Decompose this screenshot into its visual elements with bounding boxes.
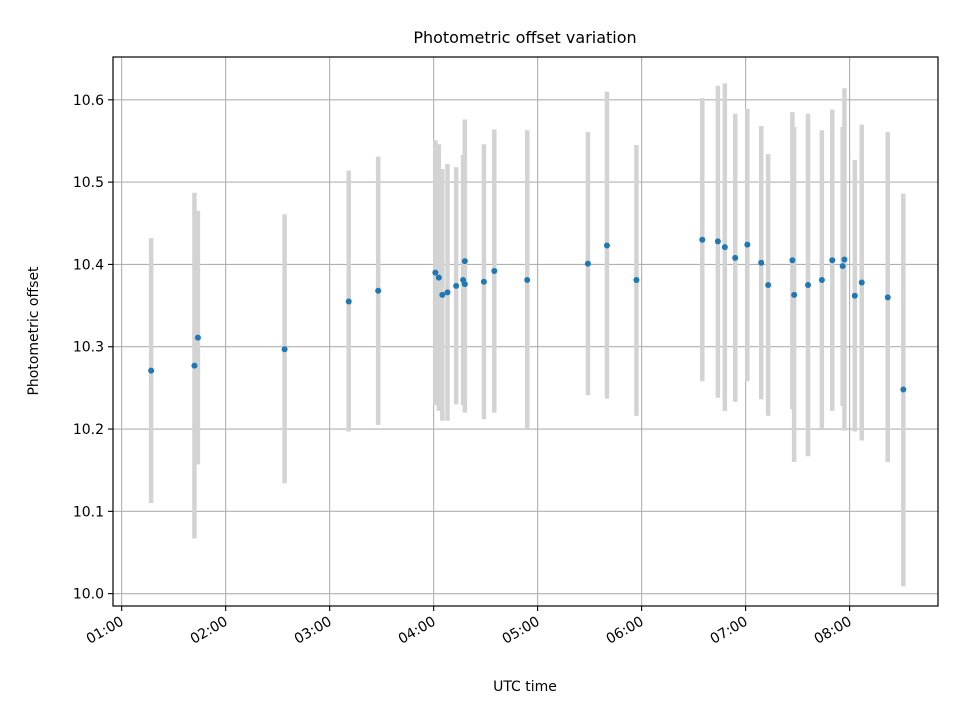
data-point xyxy=(841,256,848,263)
data-point xyxy=(453,282,460,289)
data-point xyxy=(744,241,751,248)
data-point xyxy=(699,236,706,243)
data-point xyxy=(148,367,155,374)
data-point xyxy=(858,279,865,286)
y-tick-label: 10.3 xyxy=(73,340,104,356)
data-point xyxy=(603,242,610,249)
data-point xyxy=(444,289,451,296)
data-point xyxy=(584,260,591,267)
data-point xyxy=(435,274,442,281)
data-point xyxy=(194,334,201,341)
data-point xyxy=(491,268,498,275)
y-tick-label: 10.0 xyxy=(73,587,104,603)
data-point xyxy=(461,258,468,265)
data-point xyxy=(765,281,772,288)
data-point xyxy=(758,259,765,266)
data-point xyxy=(714,238,721,245)
data-point xyxy=(524,277,531,284)
data-point xyxy=(900,386,907,393)
data-point xyxy=(789,257,796,264)
data-point xyxy=(191,362,198,369)
y-tick-label: 10.4 xyxy=(73,257,104,273)
data-point xyxy=(839,263,846,270)
data-point xyxy=(375,287,382,294)
data-point xyxy=(439,291,446,298)
x-axis-label: UTC time xyxy=(493,679,557,695)
data-point xyxy=(721,244,728,251)
chart-title: Photometric offset variation xyxy=(413,28,636,47)
data-point xyxy=(480,278,487,285)
data-point xyxy=(732,254,739,261)
y-tick-label: 10.5 xyxy=(73,175,104,191)
y-tick-label: 10.2 xyxy=(73,422,104,438)
data-point xyxy=(851,292,858,299)
data-point xyxy=(818,277,825,284)
data-point xyxy=(432,269,439,276)
data-points xyxy=(148,236,907,393)
y-axis-label: Photometric offset xyxy=(26,266,42,396)
y-tick-label: 10.6 xyxy=(73,93,104,109)
data-point xyxy=(791,291,798,298)
y-tick-label: 10.1 xyxy=(73,504,104,520)
data-point xyxy=(805,281,812,288)
data-point xyxy=(829,257,836,264)
y-axis-ticks: 10.0 10.1 10.2 10.3 10.4 10.5 10.6 xyxy=(73,93,113,603)
data-point xyxy=(633,277,640,284)
plot-frame xyxy=(112,56,939,607)
data-point xyxy=(345,298,352,305)
data-point xyxy=(884,294,891,301)
data-point xyxy=(281,346,288,353)
data-point xyxy=(461,281,468,288)
